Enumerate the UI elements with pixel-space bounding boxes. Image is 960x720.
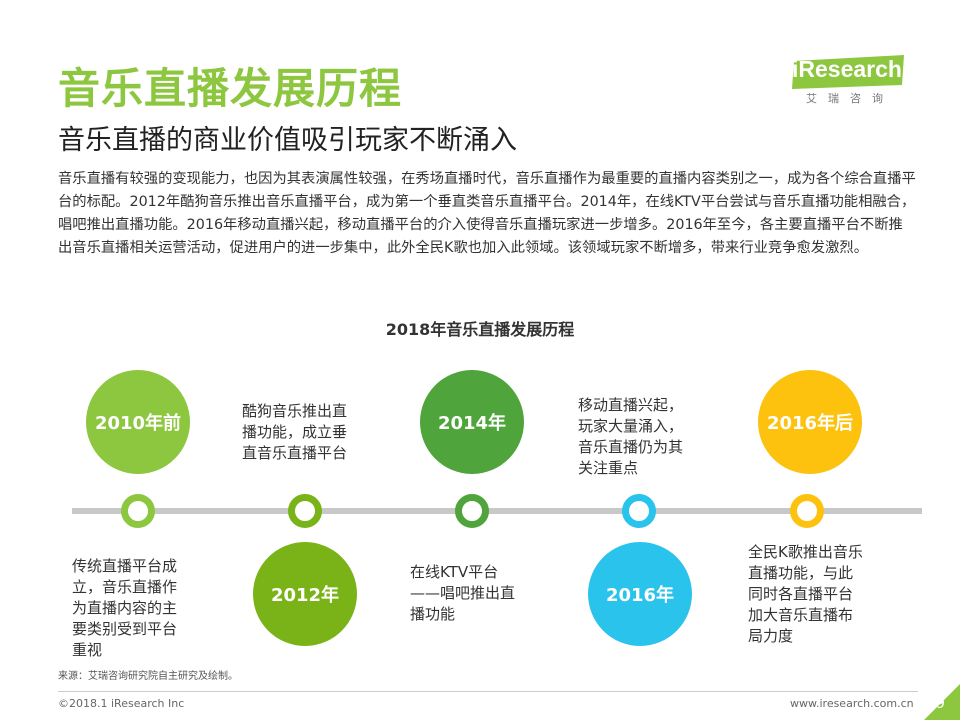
milestone-desc-2014: 在线KTV平台 ——唱吧推出直 播功能 bbox=[410, 563, 516, 623]
logo-cn-text: 艾瑞咨询 bbox=[806, 92, 894, 105]
milestone-circle-2014: 2014年 bbox=[420, 370, 524, 474]
milestone-label: 2016年后 bbox=[766, 413, 854, 434]
timeline-node-2014 bbox=[455, 494, 489, 528]
website-link[interactable]: www.iresearch.com.cn bbox=[790, 697, 914, 710]
timeline-title: 2018年音乐直播发展历程 bbox=[385, 320, 575, 339]
copyright-text: ©2018.1 iResearch Inc bbox=[58, 697, 185, 710]
milestone-desc-2012: 酷狗音乐推出直 播功能，成立垂 直音乐直播平台 bbox=[242, 402, 348, 462]
milestone-label: 2010年前 bbox=[94, 413, 182, 434]
milestone-label: 2012年 bbox=[270, 585, 340, 606]
milestone-label: 2014年 bbox=[437, 413, 507, 434]
timeline-node-2016 bbox=[622, 494, 656, 528]
iresearch-logo bbox=[792, 55, 904, 89]
milestone-circle-2010: 2010年前 bbox=[86, 370, 190, 474]
intro-paragraph: 音乐直播有较强的变现能力，也因为其表演属性较强，在秀场直播时代，音乐直播作为最重… bbox=[58, 171, 916, 256]
milestone-desc-2016: 移动直播兴起， 玩家大量涌入， 音乐直播仍为其 关注重点 bbox=[578, 396, 684, 477]
page-corner-badge bbox=[924, 684, 960, 720]
milestone-desc-2010: 传统直播平台成 立，音乐直播作 为直播内容的主 要类别受到平台 重视 bbox=[72, 557, 178, 659]
source-note: 来源：艾瑞咨询研究院自主研究及绘制。 bbox=[58, 671, 238, 682]
milestone-circle-2016: 2016年 bbox=[588, 542, 692, 646]
milestone-circle-2012: 2012年 bbox=[253, 542, 357, 646]
logo-brand-text: iResearch bbox=[792, 56, 902, 82]
page-subtitle: 音乐直播的商业价值吸引玩家不断涌入 bbox=[58, 125, 517, 156]
footer-divider bbox=[58, 691, 918, 692]
page-number: 9 bbox=[936, 696, 945, 712]
milestone-label: 2016年 bbox=[605, 585, 675, 606]
timeline-node-2012 bbox=[288, 494, 322, 528]
milestone-desc-2016-after: 全民K歌推出音乐 直播功能，与此 同时各直播平台 加大音乐直播布 局力度 bbox=[748, 543, 863, 645]
timeline-node-2010 bbox=[121, 494, 155, 528]
timeline-axis bbox=[72, 508, 922, 514]
page-title: 音乐直播发展历程 bbox=[58, 64, 403, 113]
milestone-circle-2016-after: 2016年后 bbox=[758, 370, 862, 474]
timeline-node-2016-after bbox=[790, 494, 824, 528]
logo-badge-shape bbox=[792, 55, 904, 89]
